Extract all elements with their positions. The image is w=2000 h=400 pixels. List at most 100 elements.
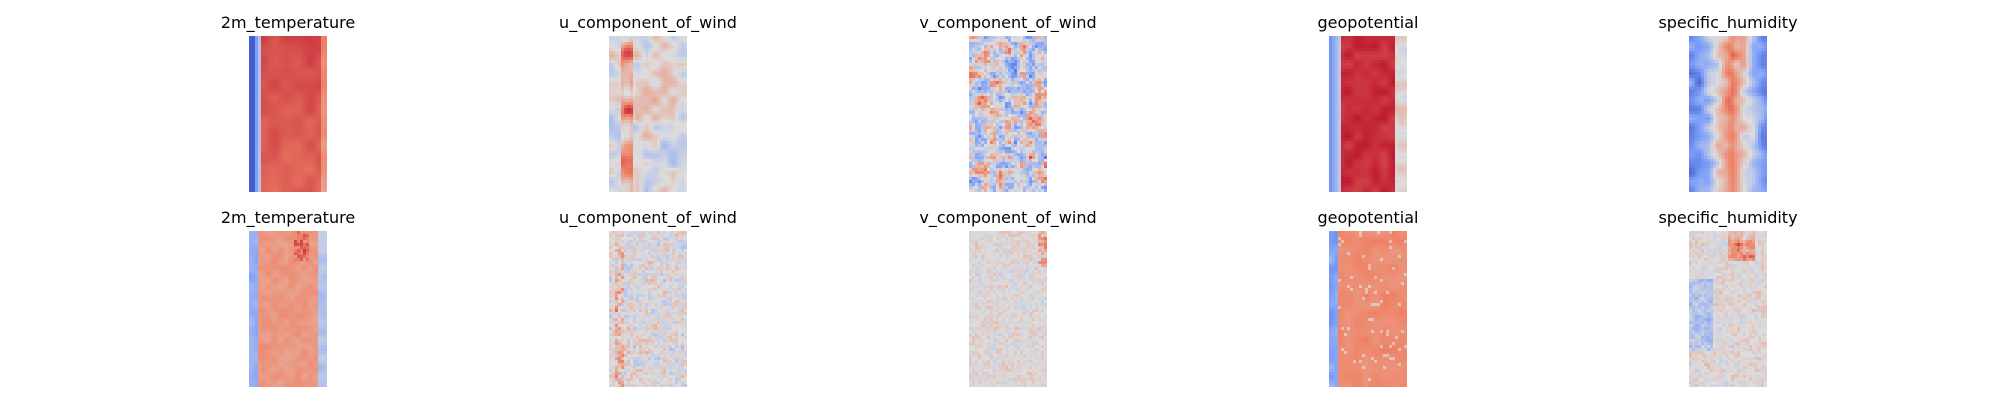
- heatmap-cell: [291, 45, 294, 48]
- heatmap-cell: [639, 126, 642, 129]
- heatmap-cell: [279, 126, 282, 129]
- heatmap-cell: [1392, 72, 1395, 75]
- heatmap-cell: [990, 60, 993, 63]
- heatmap-cell: [651, 81, 654, 84]
- heatmap-cell: [981, 162, 984, 165]
- heatmap-cell: [303, 180, 306, 183]
- heatmap-cell: [1020, 141, 1023, 144]
- heatmap-cell: [969, 186, 972, 189]
- heatmap-cell: [657, 69, 660, 72]
- heatmap-cell: [672, 174, 675, 177]
- heatmap-cell: [1362, 42, 1365, 45]
- heatmap-cell: [270, 93, 273, 96]
- heatmap-cell: [273, 180, 276, 183]
- heatmap-cell: [999, 72, 1002, 75]
- heatmap-cell: [285, 66, 288, 69]
- heatmap-cell: [255, 54, 258, 57]
- heatmap-cell: [273, 93, 276, 96]
- heatmap-cell: [1353, 60, 1356, 63]
- heatmap-cell: [285, 186, 288, 189]
- heatmap-cell: [324, 66, 327, 69]
- heatmap-cell: [306, 132, 309, 135]
- heatmap-cell: [249, 156, 252, 159]
- heatmap-cell: [1032, 144, 1035, 147]
- heatmap-cell: [648, 183, 651, 186]
- heatmap-cell: [1035, 114, 1038, 117]
- heatmap-cell: [294, 189, 297, 192]
- heatmap-cell: [1029, 102, 1032, 105]
- heatmap-cell: [300, 99, 303, 102]
- heatmap-cell: [303, 123, 306, 126]
- heatmap-cell: [642, 105, 645, 108]
- heatmap-cell: [618, 75, 621, 78]
- heatmap-cell: [996, 120, 999, 123]
- heatmap-cell: [297, 57, 300, 60]
- heatmap-cell: [321, 78, 324, 81]
- heatmap-cell: [255, 36, 258, 39]
- heatmap-cell: [612, 96, 615, 99]
- heatmap-cell: [1041, 126, 1044, 129]
- heatmap-cell: [639, 39, 642, 42]
- heatmap-cell: [1380, 84, 1383, 87]
- heatmap-cell: [1029, 108, 1032, 111]
- heatmap-cell: [321, 138, 324, 141]
- heatmap-cell: [645, 63, 648, 66]
- heatmap-cell: [636, 117, 639, 120]
- heatmap-cell: [261, 87, 264, 90]
- heatmap-cell: [282, 42, 285, 45]
- heatmap-cell: [672, 42, 675, 45]
- heatmap-cell: [276, 129, 279, 132]
- heatmap-cell: [255, 57, 258, 60]
- heatmap-cell: [1014, 120, 1017, 123]
- heatmap-cell: [645, 81, 648, 84]
- heatmap-cell: [975, 48, 978, 51]
- heatmap-cell: [1335, 120, 1338, 123]
- heatmap-cell: [672, 156, 675, 159]
- heatmap-cell: [1401, 108, 1404, 111]
- heatmap-cell: [1023, 174, 1026, 177]
- heatmap-cell: [1329, 117, 1332, 120]
- heatmap-cell: [252, 174, 255, 177]
- heatmap-cell: [1005, 57, 1008, 60]
- heatmap-cell: [996, 138, 999, 141]
- heatmap-cell: [1344, 39, 1347, 42]
- heatmap-cell: [975, 135, 978, 138]
- heatmap-cell: [633, 168, 636, 171]
- heatmap-cell: [1044, 162, 1047, 165]
- heatmap-cell: [654, 183, 657, 186]
- heatmap-cell: [633, 120, 636, 123]
- heatmap-cell: [258, 189, 261, 192]
- heatmap-cell: [1392, 102, 1395, 105]
- heatmap-cell: [255, 87, 258, 90]
- heatmap-cell: [255, 183, 258, 186]
- heatmap-cell: [651, 162, 654, 165]
- heatmap-cell: [642, 168, 645, 171]
- heatmap-cell: [981, 54, 984, 57]
- heatmap-cell: [630, 96, 633, 99]
- heatmap-cell: [1041, 135, 1044, 138]
- heatmap-cell: [1026, 120, 1029, 123]
- heatmap-cell: [972, 93, 975, 96]
- heatmap-cell: [267, 102, 270, 105]
- heatmap-cell: [309, 141, 312, 144]
- heatmap-cell: [279, 129, 282, 132]
- heatmap-cell: [1401, 36, 1404, 39]
- heatmap-cell: [282, 165, 285, 168]
- heatmap-cell: [270, 156, 273, 159]
- heatmap-cell: [285, 39, 288, 42]
- heatmap-cell: [306, 159, 309, 162]
- heatmap-cell: [1038, 78, 1041, 81]
- heatmap-cell: [612, 108, 615, 111]
- heatmap-cell: [1032, 177, 1035, 180]
- heatmap-cell: [654, 153, 657, 156]
- heatmap-cell: [1038, 114, 1041, 117]
- heatmap-cell: [1380, 120, 1383, 123]
- heatmap-cell: [618, 84, 621, 87]
- heatmap-cell: [618, 111, 621, 114]
- heatmap-cell: [321, 51, 324, 54]
- heatmap-cell: [318, 186, 321, 189]
- heatmap-cell: [1005, 99, 1008, 102]
- heatmap-cell: [609, 159, 612, 162]
- heatmap-cell: [282, 60, 285, 63]
- heatmap-cell: [648, 72, 651, 75]
